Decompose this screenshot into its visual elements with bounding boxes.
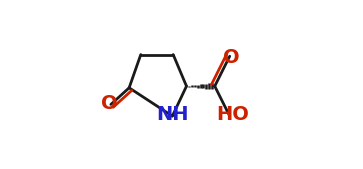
Text: NH: NH	[156, 105, 189, 124]
Text: HO: HO	[216, 105, 249, 124]
Text: O: O	[101, 94, 118, 113]
Text: O: O	[223, 47, 239, 67]
